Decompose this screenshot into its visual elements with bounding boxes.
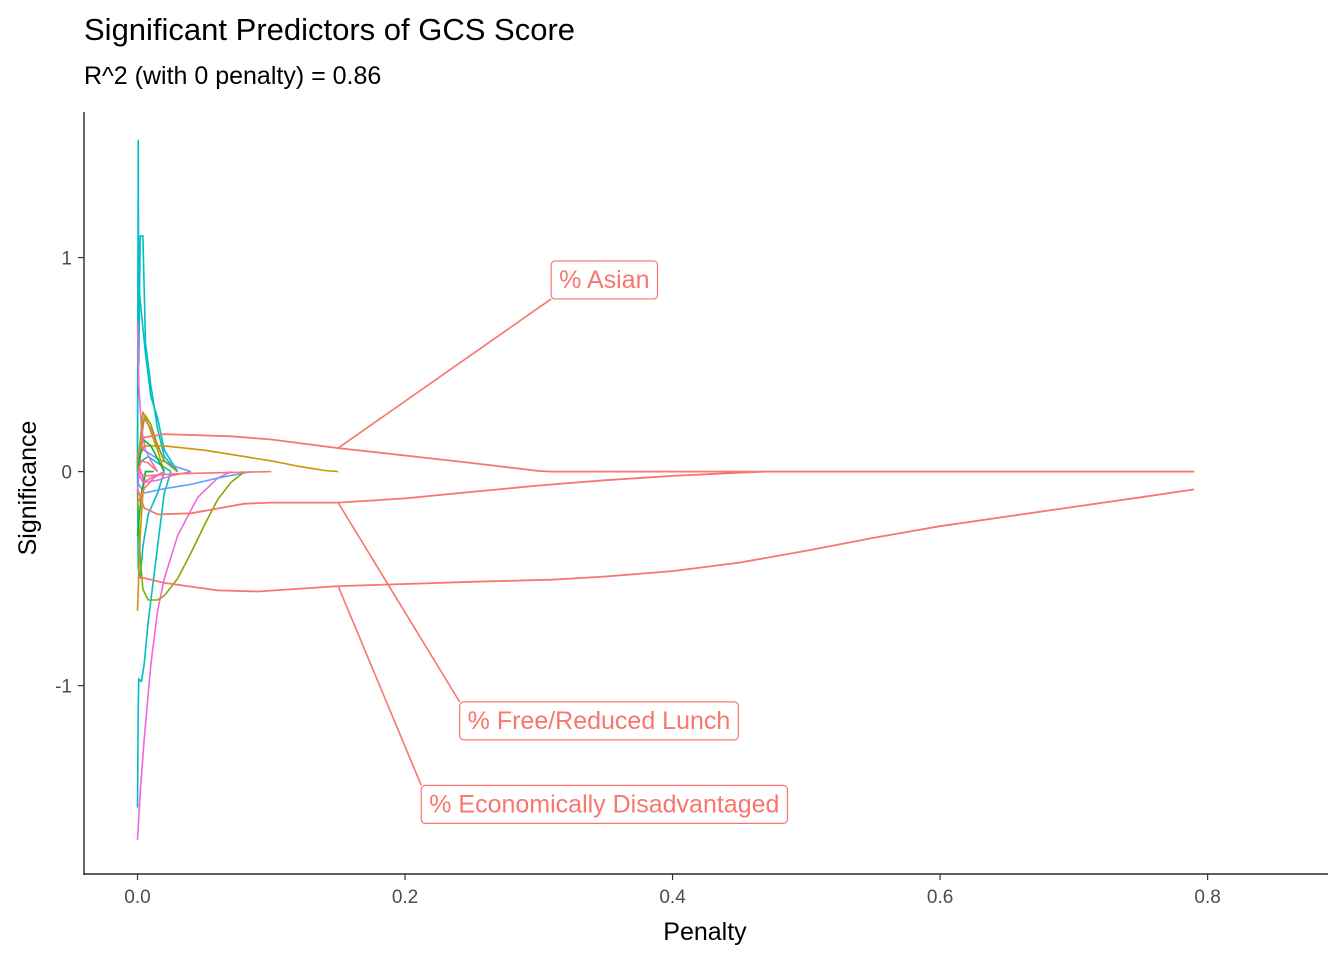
annotation-label: % Free/Reduced Lunch [468, 707, 731, 735]
highlighted-coefficient-path [136, 470, 1195, 516]
highlighted-coefficient-path [137, 488, 1195, 593]
annotation-label: % Economically Disadvantaged [429, 790, 779, 818]
coefficient-path [136, 470, 165, 484]
annotation-box [550, 260, 659, 300]
coefficient-path [136, 470, 245, 601]
y-tick-label: 0 [61, 463, 72, 484]
chart-subtitle: R^2 (with 0 penalty) = 0.86 [84, 62, 381, 90]
coefficient-path [136, 459, 159, 473]
x-axis-title: Penalty [663, 918, 747, 946]
x-tick-label: 0.6 [927, 887, 953, 908]
y-axis-title: Significance [14, 421, 42, 556]
y-ticks: -1 0 1 [55, 249, 84, 698]
annotation-box [420, 784, 789, 824]
annotation-leader-line [337, 585, 422, 786]
annotation-leader-line [337, 502, 461, 703]
coefficient-path [136, 445, 339, 473]
series-layer [136, 139, 1195, 840]
x-tick-label: 0.8 [1194, 887, 1220, 908]
coefficient-path [136, 139, 179, 473]
annotation-box [459, 701, 739, 741]
x-tick-label: 0.2 [392, 887, 418, 908]
x-tick-label: 0.4 [659, 887, 686, 908]
y-tick-label: 1 [61, 249, 72, 270]
annotation-label: % Asian [559, 266, 649, 294]
y-tick-label: -1 [55, 677, 72, 698]
annotation-leader-line [337, 298, 552, 449]
coefficient-path [136, 471, 166, 579]
x-tick-label: 0.0 [124, 887, 150, 908]
coefficient-path [137, 470, 272, 477]
coefficient-path [136, 470, 232, 840]
coefficient-path [136, 278, 179, 473]
x-ticks: 0.0 0.2 0.4 0.6 0.8 [124, 874, 1221, 908]
coefficient-path [136, 438, 166, 472]
annotation-layer: % Asian % Free/Reduced Lunch % Economicall… [337, 260, 789, 824]
coefficient-path [136, 411, 166, 472]
chart-title: Significant Predictors of GCS Score [84, 12, 575, 47]
